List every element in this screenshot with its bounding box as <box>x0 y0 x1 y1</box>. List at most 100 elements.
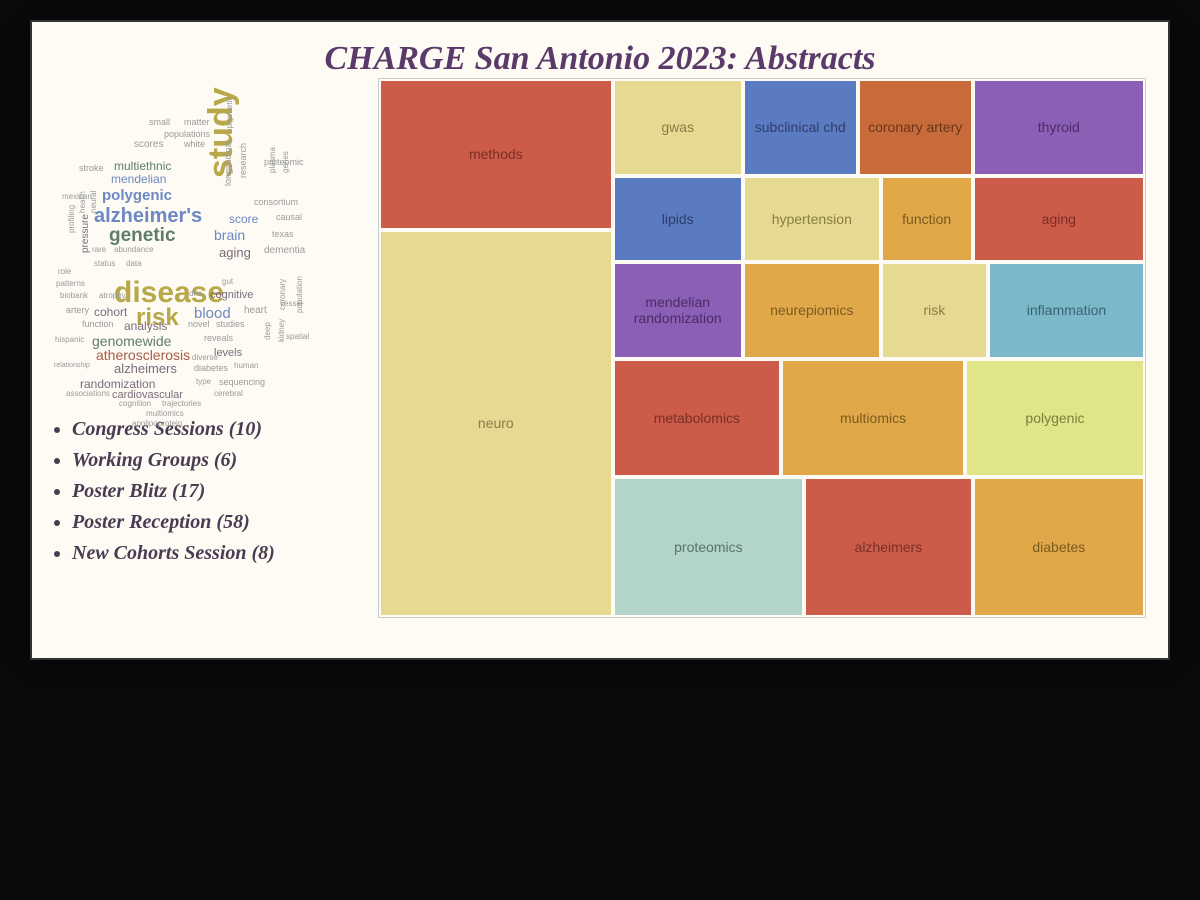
wordcloud-word: coronary <box>279 279 287 310</box>
slide-content: studydiseaseriskalzheimer'sgeneticpolyge… <box>54 78 1146 618</box>
treemap-cell: multiomics <box>781 359 965 477</box>
wordcloud-word: status <box>94 260 115 268</box>
wordcloud-word: genes <box>282 151 290 173</box>
wordcloud-word: rare <box>92 246 106 254</box>
wordcloud-word: alzheimer's <box>94 206 202 226</box>
wordcloud-word: cognitive <box>210 290 253 301</box>
wordcloud-word: texas <box>272 230 294 239</box>
treemap-cell: methods <box>379 79 613 230</box>
treemap-cell: mendelian randomization <box>613 262 743 359</box>
wordcloud-word: genomewide <box>92 334 171 348</box>
wordcloud-word: heart <box>244 306 267 316</box>
wordcloud-word: hispanic <box>55 336 84 344</box>
wordcloud-word: research <box>239 143 248 178</box>
wordcloud-word: dna <box>189 290 202 298</box>
wordcloud-word: brain <box>214 228 245 242</box>
wordcloud-word: deep <box>264 322 272 340</box>
wordcloud-word: reveals <box>204 334 233 343</box>
wordcloud-word: apolipoprotein <box>132 420 182 428</box>
wordcloud: studydiseaseriskalzheimer'sgeneticpolyge… <box>54 78 364 408</box>
wordcloud-word: type <box>196 378 211 386</box>
treemap-cell: coronary artery <box>858 79 973 176</box>
wordcloud-word: populations <box>164 130 210 139</box>
wordcloud-word: patterns <box>56 280 85 288</box>
wordcloud-word: population <box>296 276 304 313</box>
wordcloud-word: aging <box>219 246 251 259</box>
treemap-cell: aging <box>973 176 1145 262</box>
wordcloud-word: levels <box>214 348 242 359</box>
wordcloud-word: white <box>184 140 205 149</box>
treemap-cell: alzheimers <box>804 477 973 617</box>
wordcloud-word: data <box>126 260 142 268</box>
wordcloud-word: relationship <box>54 362 90 369</box>
wordcloud-word: scores <box>134 140 163 150</box>
wordcloud-word: genetic <box>109 226 176 245</box>
wordcloud-word: causal <box>276 213 302 222</box>
wordcloud-word: trajectories <box>162 400 201 408</box>
treemap-chart: methodsneurogwassubclinical chdcoronary … <box>378 78 1146 618</box>
treemap-cell: lipids <box>613 176 743 262</box>
wordcloud-word: associations <box>66 390 110 398</box>
wordcloud-word: atherosclerosis <box>96 348 190 362</box>
wordcloud-word: atrophy <box>99 292 126 300</box>
treemap-cell: hypertension <box>743 176 881 262</box>
treemap-cell: thyroid <box>973 79 1145 176</box>
wordcloud-word: consortium <box>254 198 298 207</box>
wordcloud-word: mendelian <box>111 173 166 185</box>
wordcloud-word: kidney <box>278 319 286 342</box>
session-list: Congress Sessions (10)Working Groups (6)… <box>54 418 364 573</box>
wordcloud-word: polygenic <box>102 188 172 203</box>
wordcloud-word: plasma <box>269 147 277 173</box>
treemap-cell: polygenic <box>965 359 1145 477</box>
session-item: Poster Reception (58) <box>72 511 364 534</box>
treemap-cell: neurepiomics <box>743 262 881 359</box>
wordcloud-word: function <box>82 320 114 329</box>
wordcloud-word: spatial <box>286 333 309 341</box>
wordcloud-word: profiling <box>68 205 76 233</box>
wordcloud-word: cerebral <box>214 390 243 398</box>
treemap-cell: diabetes <box>973 477 1145 617</box>
wordcloud-word: role <box>58 268 71 276</box>
wordcloud-word: neural <box>90 191 98 213</box>
slide-title: CHARGE San Antonio 2023: Abstracts <box>54 40 1146 78</box>
wordcloud-word: human <box>234 362 258 370</box>
session-item: Poster Blitz (17) <box>72 480 364 503</box>
treemap-cell: gwas <box>613 79 743 176</box>
treemap-cell: proteomics <box>613 477 805 617</box>
wordcloud-word: analysis <box>124 320 167 332</box>
wordcloud-word: alzheimers <box>114 362 177 375</box>
wordcloud-word: cohort <box>94 306 127 318</box>
session-item: New Cohorts Session (8) <box>72 542 364 565</box>
treemap-cell: inflammation <box>988 262 1145 359</box>
wordcloud-word: pressure <box>81 214 91 253</box>
wordcloud-word: health <box>79 191 87 213</box>
wordcloud-word: novel <box>188 320 210 329</box>
treemap-cell: risk <box>881 262 988 359</box>
wordcloud-word: stroke <box>79 164 104 173</box>
wordcloud-word: abundance <box>114 246 154 254</box>
wordcloud-word: biobank <box>60 292 88 300</box>
wordcloud-word: mexican <box>62 193 92 201</box>
wordcloud-word: matter <box>184 118 210 127</box>
wordcloud-word: diabetes <box>194 364 228 373</box>
wordcloud-word: diverse <box>192 354 218 362</box>
wordcloud-word: artery <box>66 306 89 315</box>
wordcloud-word: sequencing <box>219 378 265 387</box>
wordcloud-word: gut <box>222 278 233 286</box>
wordcloud-word: longitudinal <box>224 140 233 186</box>
wordcloud-word: cognition <box>119 400 151 408</box>
treemap-cell: function <box>881 176 973 262</box>
wordcloud-word: studies <box>216 320 245 329</box>
treemap-cell: metabolomics <box>613 359 782 477</box>
treemap-cell: subclinical chd <box>743 79 858 176</box>
treemap-cell: neuro <box>379 230 613 617</box>
slide: CHARGE San Antonio 2023: Abstracts study… <box>30 20 1170 660</box>
wordcloud-word: score <box>229 213 258 225</box>
session-item: Congress Sessions (10) <box>72 418 364 441</box>
wordcloud-word: multiomics <box>146 410 184 418</box>
left-column: studydiseaseriskalzheimer'sgeneticpolyge… <box>54 78 364 618</box>
wordcloud-word: dementia <box>264 246 305 256</box>
wordcloud-word: epigenetic <box>226 97 234 133</box>
wordcloud-word: multiethnic <box>114 160 171 172</box>
wordcloud-word: small <box>149 118 170 127</box>
